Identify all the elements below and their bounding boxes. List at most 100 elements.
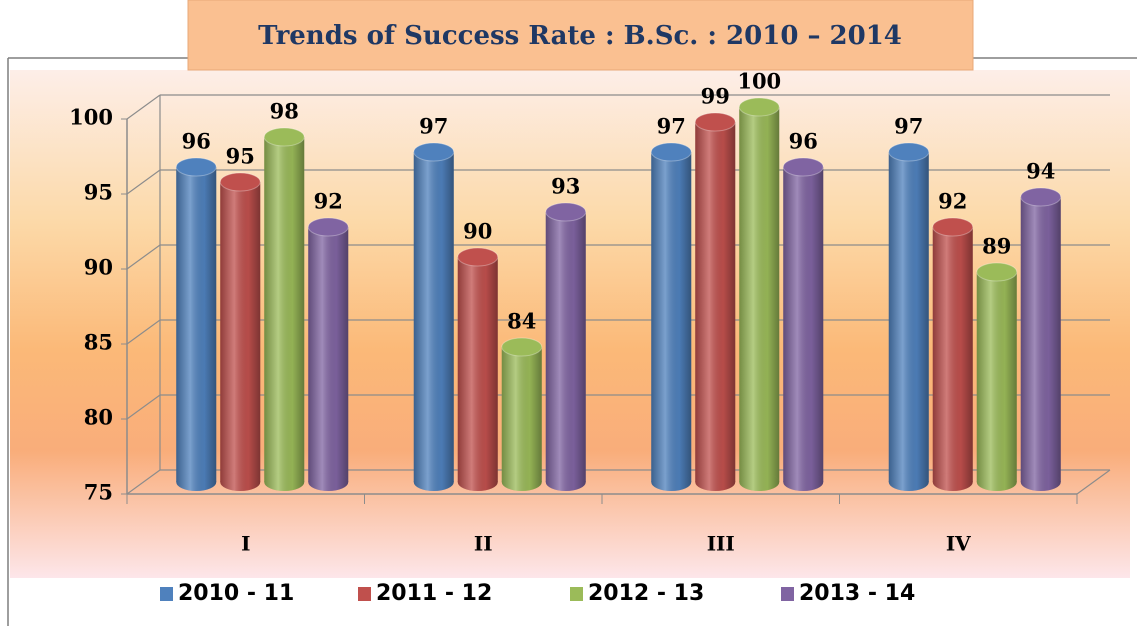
bar-top <box>263 127 305 147</box>
bar <box>263 127 305 491</box>
data-label: 89 <box>982 234 1011 259</box>
legend-swatch <box>358 587 371 601</box>
bar-bottom-shade <box>220 473 261 491</box>
bar-top <box>976 262 1018 282</box>
bar-top <box>413 142 455 162</box>
x-tick-label: II <box>474 532 493 556</box>
bar-bottom-shade <box>545 473 586 491</box>
legend-label: 2010 - 11 <box>178 581 294 606</box>
bar-bottom-shade <box>888 473 929 491</box>
bar-shade <box>457 257 498 482</box>
bar-bottom-shade <box>1020 473 1061 491</box>
data-label: 92 <box>938 189 967 214</box>
bar-top <box>738 97 780 117</box>
bar <box>888 142 930 491</box>
bar-bottom-shade <box>264 473 305 491</box>
bar-shade <box>220 182 261 482</box>
bar-shade <box>413 152 454 482</box>
data-label: 92 <box>314 189 343 214</box>
bar-top <box>457 247 499 267</box>
legend-label: 2011 - 12 <box>376 581 492 606</box>
bar-top <box>545 202 587 222</box>
bar-bottom-shade <box>976 473 1017 491</box>
bar-shade <box>1020 197 1061 482</box>
bar-bottom-shade <box>176 473 217 491</box>
data-label: 97 <box>894 114 923 139</box>
grid-line-depth <box>126 319 161 345</box>
bar <box>738 97 780 491</box>
data-label: 95 <box>226 144 255 169</box>
data-label: 90 <box>463 219 492 244</box>
bar-top <box>175 157 217 177</box>
bar <box>501 337 543 491</box>
y-tick-label: 85 <box>84 330 113 355</box>
bar <box>694 112 736 491</box>
bar-top <box>307 217 349 237</box>
title-box <box>187 0 974 71</box>
data-label: 94 <box>1026 159 1055 184</box>
chart-title: Trends of Success Rate : B.Sc. : 2010 – … <box>258 21 902 51</box>
bar <box>932 217 974 491</box>
bar-top <box>888 142 930 162</box>
bar <box>1020 187 1062 491</box>
bar <box>976 262 1018 491</box>
legend-swatch <box>781 587 794 601</box>
bar-top <box>1020 187 1062 207</box>
grid-line-depth <box>126 469 161 495</box>
bar-shade <box>264 137 305 482</box>
legend-label: 2013 - 14 <box>799 581 915 606</box>
bar <box>175 157 217 491</box>
bar-bottom-shade <box>308 473 349 491</box>
bar <box>219 172 261 491</box>
bar-bottom-shade <box>457 473 498 491</box>
floor-edge <box>1076 469 1111 495</box>
bar-bottom-shade <box>695 473 736 491</box>
bar-bottom-shade <box>651 473 692 491</box>
bar-shade <box>695 122 736 482</box>
bar <box>782 157 824 491</box>
y-tick-label: 80 <box>84 405 113 430</box>
bar-top <box>650 142 692 162</box>
bar <box>457 247 499 491</box>
bar-top <box>501 337 543 357</box>
legend-swatch <box>570 587 583 601</box>
grid-line-depth <box>126 94 161 120</box>
y-tick-label: 90 <box>84 255 113 280</box>
bar-shade <box>932 227 973 482</box>
data-label: 96 <box>182 129 211 154</box>
bar-bottom-shade <box>501 473 542 491</box>
y-tick-label: 75 <box>84 480 113 505</box>
data-label: 100 <box>737 69 781 94</box>
grid-line-depth <box>126 169 161 195</box>
bar <box>650 142 692 491</box>
grid-line-depth <box>126 244 161 270</box>
y-tick-label: 95 <box>84 180 113 205</box>
x-tick-label: IV <box>946 532 971 556</box>
bar-bottom-shade <box>932 473 973 491</box>
bar-shade <box>739 107 780 482</box>
bar-shade <box>308 227 349 482</box>
data-label: 99 <box>701 84 730 109</box>
bar-shade <box>783 167 824 482</box>
bar <box>545 202 587 491</box>
x-tick-label: I <box>241 532 250 556</box>
bar-shade <box>651 152 692 482</box>
bar-bottom-shade <box>739 473 780 491</box>
data-label: 96 <box>789 129 818 154</box>
legend-label: 2012 - 13 <box>588 581 704 606</box>
grid-line-depth <box>126 394 161 420</box>
bar-top <box>932 217 974 237</box>
data-label: 84 <box>507 309 536 334</box>
legend-swatch <box>160 587 173 601</box>
bar-shade <box>545 212 586 482</box>
bar-top <box>694 112 736 132</box>
data-label: 98 <box>270 99 299 124</box>
bar-top <box>219 172 261 192</box>
bar <box>307 217 349 491</box>
data-label: 97 <box>657 114 686 139</box>
bar-top <box>782 157 824 177</box>
bar-shade <box>888 152 929 482</box>
bar-shade <box>976 272 1017 482</box>
bar <box>413 142 455 491</box>
